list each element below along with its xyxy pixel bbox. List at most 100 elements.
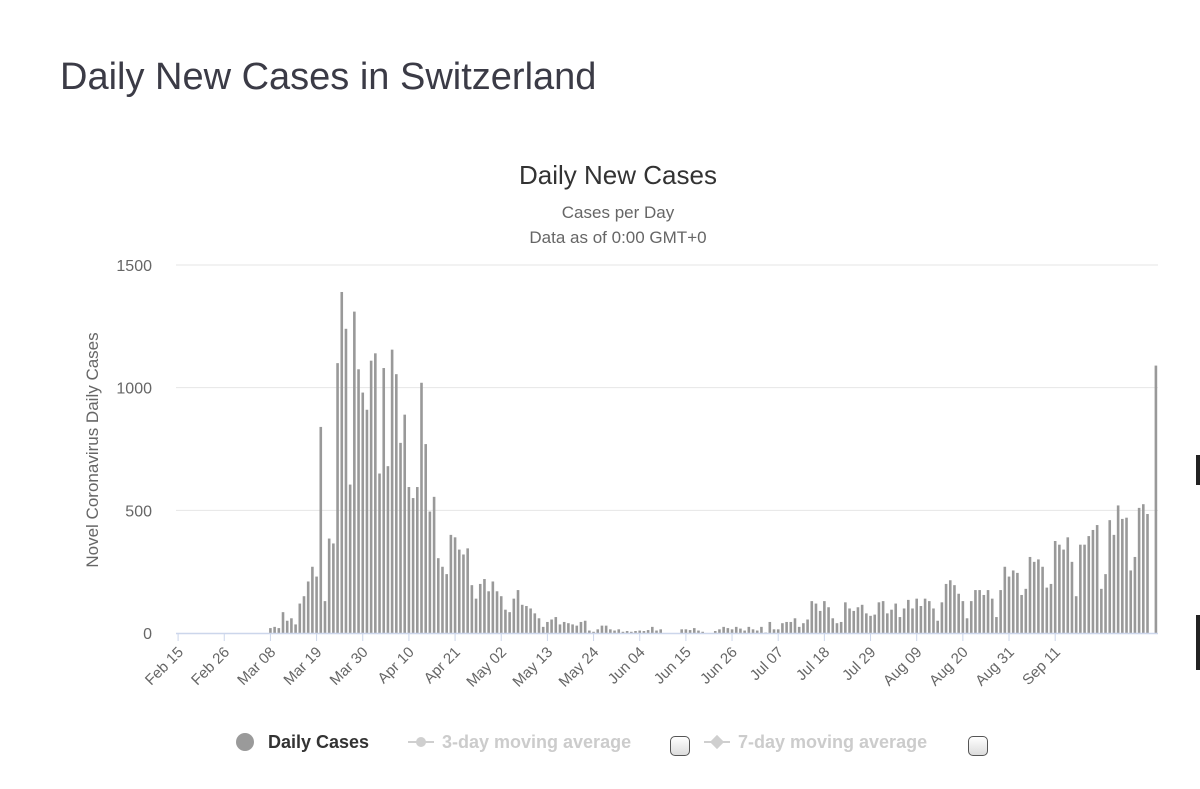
bar (298, 603, 302, 633)
bar (491, 581, 495, 633)
bar (680, 629, 683, 633)
toggle-7-day-ma-checkbox[interactable] (968, 736, 988, 756)
bar (1058, 544, 1061, 633)
legend-item-daily-cases[interactable]: Daily Cases (236, 728, 369, 756)
bar (1079, 544, 1082, 633)
bar (533, 613, 537, 633)
legend-item-3-day-moving-average[interactable]: 3-day moving average (408, 728, 631, 756)
bar (772, 629, 776, 633)
page-title: Daily New Cases in Switzerland (60, 56, 597, 98)
bar (571, 624, 574, 633)
bar (974, 590, 977, 633)
bar (1133, 556, 1137, 633)
y-axis-label: Novel Coronavirus Daily Cases (83, 332, 102, 567)
bar (1007, 576, 1011, 633)
bar (646, 630, 650, 633)
bar (802, 623, 805, 633)
bar (907, 599, 910, 633)
bar (294, 624, 297, 633)
bar (348, 484, 352, 633)
x-tick-label: May 24 (556, 644, 603, 691)
bar (1020, 594, 1023, 633)
bar (445, 574, 448, 633)
bar (961, 601, 965, 633)
bar (990, 598, 994, 633)
bar (978, 590, 981, 633)
bar (982, 594, 986, 633)
bar (508, 612, 511, 633)
x-tick-label: May 13 (509, 644, 556, 691)
bar (625, 631, 629, 633)
x-tick-label: Aug 20 (926, 644, 972, 690)
line-diamond-marker-icon (704, 741, 730, 743)
bar (1125, 517, 1128, 633)
bar (1041, 566, 1044, 633)
bar (739, 628, 742, 633)
bar (470, 585, 474, 633)
bar (449, 534, 453, 633)
x-tick-label: Sep 11 (1019, 644, 1064, 689)
bar (336, 363, 339, 633)
bar (554, 617, 558, 633)
bar (365, 409, 369, 633)
bar (609, 629, 612, 633)
bar (936, 620, 939, 633)
bar (1053, 541, 1057, 633)
bar (881, 601, 885, 633)
y-tick-label: 0 (143, 626, 152, 643)
bar (311, 566, 314, 633)
legend-item-7-day-moving-average[interactable]: 7-day moving average (704, 728, 927, 756)
bar (734, 626, 738, 633)
bar (403, 414, 407, 633)
bar (483, 579, 486, 633)
bar (1108, 520, 1112, 633)
bar (957, 593, 960, 633)
bar (1016, 572, 1019, 633)
x-tick-label: Aug 09 (880, 644, 926, 690)
x-tick-label: Feb 15 (142, 644, 187, 689)
bar (567, 623, 570, 633)
bar (789, 621, 793, 633)
bar (844, 602, 847, 633)
bar (457, 549, 461, 633)
bar (1074, 596, 1078, 633)
bar (281, 612, 285, 633)
bar (1142, 504, 1145, 633)
bar (722, 626, 725, 633)
bar (436, 558, 440, 633)
toggle-3-day-ma-checkbox[interactable] (670, 736, 690, 756)
bar (420, 382, 423, 633)
bar (474, 598, 478, 633)
bar (755, 630, 759, 633)
bar (592, 631, 595, 633)
bar (495, 591, 499, 633)
bar (378, 473, 381, 633)
x-tick-label: Feb 26 (188, 644, 233, 689)
bar (835, 623, 839, 633)
bar (760, 626, 763, 633)
bar (302, 596, 306, 633)
x-tick-label: Apr 21 (421, 644, 464, 687)
bar (621, 631, 625, 633)
bar (911, 608, 914, 633)
bar (923, 598, 927, 633)
bar (995, 617, 998, 633)
bar (1104, 574, 1107, 633)
bar (869, 615, 872, 633)
bar (814, 603, 818, 633)
bar (512, 598, 516, 633)
bar (999, 590, 1002, 633)
bar (1011, 570, 1015, 633)
bar (537, 618, 541, 633)
bar (462, 554, 465, 633)
x-tick-label: Jul 07 (747, 644, 787, 684)
x-tick-label: Mar 08 (234, 644, 279, 689)
y-axis-ticks: 0 500 1000 1500 (116, 258, 152, 643)
chart-data-as-of: Data as of 0:00 GMT+0 (529, 228, 706, 247)
x-tick-label: Apr 10 (374, 644, 417, 687)
x-tick-label: Aug 31 (972, 644, 1018, 690)
bar (290, 618, 293, 633)
bar (818, 610, 822, 633)
y-tick-label: 1000 (116, 381, 152, 398)
bar (965, 618, 969, 633)
